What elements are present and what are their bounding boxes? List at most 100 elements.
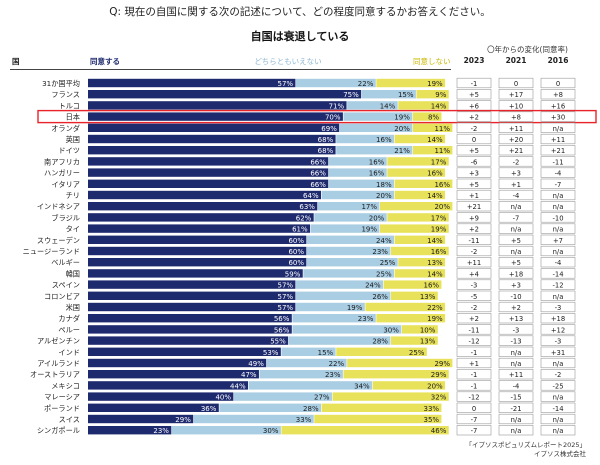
value-label: 19% (427, 315, 443, 323)
footer-company: イプソス株式会社 (534, 450, 586, 458)
change-box (456, 369, 492, 380)
change-value: -1 (471, 80, 478, 88)
change-box (456, 77, 492, 89)
value-label: 14% (427, 237, 443, 245)
change-box (540, 369, 576, 380)
bar-segment (412, 112, 442, 121)
bar-segment (347, 101, 398, 110)
change-box (456, 324, 492, 335)
change-value: -6 (471, 158, 478, 166)
change-box (498, 335, 534, 346)
value-label: 16% (427, 170, 443, 178)
bar-segment (303, 269, 394, 278)
country-label: イタリア (52, 180, 80, 189)
change-box (540, 324, 576, 335)
value-label: 16% (431, 248, 447, 256)
country-label: カナダ (58, 314, 80, 323)
bar-segment (336, 347, 427, 356)
bar-segment (394, 134, 446, 144)
bar-segment (88, 90, 362, 99)
change-box (540, 357, 576, 369)
bar-segment (88, 146, 336, 155)
change-value: n/a (511, 416, 522, 424)
country-label: ベルギー (51, 258, 80, 267)
bar-segment (321, 190, 394, 200)
change-value: -13 (510, 338, 521, 346)
header-year-2023: 2023 (463, 56, 485, 65)
change-box (540, 111, 576, 122)
bar-segment (248, 381, 373, 390)
change-value: +10 (509, 102, 523, 110)
value-label: 17% (361, 203, 377, 211)
bar-segment (234, 392, 332, 401)
change-box (456, 425, 492, 436)
change-box (456, 346, 492, 357)
value-label: 29% (175, 416, 191, 424)
value-label: 56% (274, 326, 290, 334)
value-label: 49% (248, 360, 264, 368)
change-box (540, 301, 576, 313)
change-value: +3 (511, 282, 521, 290)
change-value: n/a (553, 226, 564, 234)
value-label: 18% (376, 181, 392, 189)
change-box (456, 178, 492, 189)
bar-segment (88, 157, 329, 166)
change-value: n/a (553, 248, 564, 256)
change-box (498, 77, 534, 89)
change-value: +18 (551, 315, 565, 323)
value-label: 19% (361, 226, 377, 234)
change-value: +5 (469, 181, 479, 189)
change-box (540, 212, 576, 223)
bar-segment (193, 414, 314, 424)
value-label: 24% (365, 282, 381, 290)
change-value: +2 (469, 114, 479, 122)
change-value: -12 (552, 282, 563, 290)
change-value: -1 (471, 371, 478, 379)
change-box (456, 335, 492, 346)
country-label: アイルランド (37, 359, 80, 368)
value-label: 71% (329, 102, 345, 110)
bar-segment (387, 213, 449, 222)
legend-agree: 同意する (90, 57, 120, 66)
change-box (456, 402, 492, 413)
change-box (498, 257, 534, 268)
bar-segment (328, 168, 387, 177)
header-year-2021: 2021 (505, 56, 527, 65)
value-label: 19% (394, 114, 410, 122)
bar-segment (387, 157, 449, 166)
bar-segment (88, 325, 292, 334)
bar-segment (88, 179, 329, 188)
country-label: スウェーデン (37, 236, 80, 245)
bar-segment (336, 146, 413, 155)
country-label: ペルー (58, 325, 80, 334)
change-value: +11 (467, 259, 481, 267)
bar-segment (361, 90, 416, 99)
value-label: 16% (376, 136, 392, 144)
change-value: -10 (510, 293, 521, 301)
bar-segment (292, 325, 402, 334)
value-label: 68% (318, 147, 334, 155)
bar-segment (317, 202, 380, 211)
legend-disagree: 同意しない (413, 57, 451, 66)
change-value: -4 (513, 192, 520, 200)
value-label: 57% (277, 80, 293, 88)
change-value: +3 (511, 170, 521, 178)
change-value: -11 (468, 326, 479, 334)
change-box (540, 223, 576, 234)
change-box (540, 279, 576, 290)
country-label: インド (58, 348, 80, 357)
change-box (540, 145, 576, 156)
value-label: 14% (380, 102, 396, 110)
value-label: 57% (277, 282, 293, 290)
change-value: +8 (511, 114, 521, 122)
value-label: 17% (431, 214, 447, 222)
country-label: タイ (66, 225, 80, 234)
change-value: +5 (469, 147, 479, 155)
bar-segment (281, 426, 449, 435)
change-box (540, 257, 576, 268)
highlight-box (37, 109, 597, 124)
bar-segment (88, 134, 336, 144)
value-label: 13% (420, 338, 436, 346)
country-label: ドイツ (58, 146, 80, 155)
value-label: 60% (288, 237, 304, 245)
